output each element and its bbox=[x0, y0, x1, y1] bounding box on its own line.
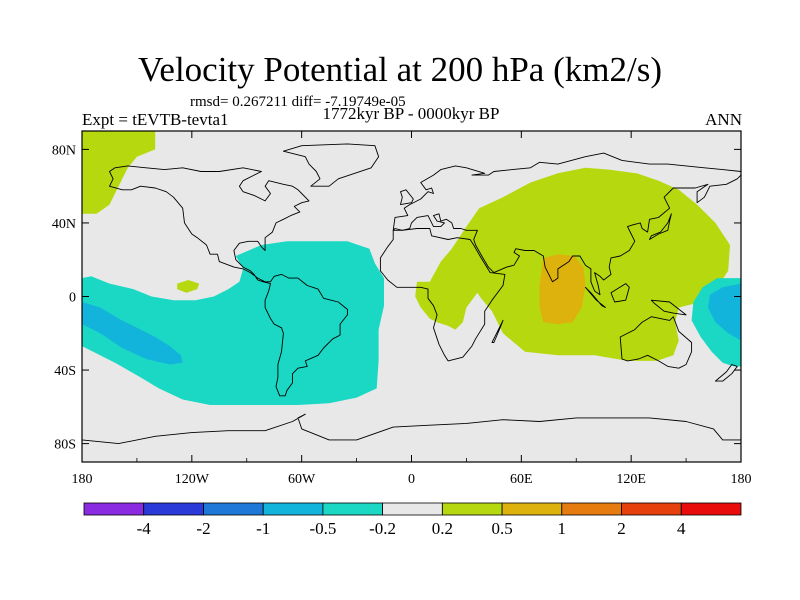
coastline-sumatra bbox=[584, 286, 606, 308]
region-southeast-pacific-core bbox=[82, 302, 183, 365]
coastline-australia bbox=[619, 316, 693, 369]
colorbar-label: -4 bbox=[137, 519, 152, 538]
coastline-britain bbox=[400, 189, 414, 206]
colorbar-segment bbox=[83, 502, 145, 516]
coastline-northern-eurasia bbox=[392, 152, 742, 231]
x-tick-label: 60E bbox=[510, 472, 533, 487]
colorbar-segment bbox=[322, 502, 383, 516]
y-tick-label: 40S bbox=[54, 364, 76, 379]
colorbar-label: 2 bbox=[617, 519, 626, 538]
y-tick-label: 0 bbox=[69, 291, 76, 306]
region-atlantic-south-america bbox=[82, 241, 384, 405]
region-central-north-pacific bbox=[177, 280, 200, 293]
region-western-pacific-core bbox=[708, 283, 741, 341]
coastline-new-zealand bbox=[714, 364, 738, 382]
x-tick-label: 180 bbox=[72, 472, 93, 487]
x-tick-label: 180 bbox=[731, 472, 752, 487]
y-axis: 80N 40N 0 40S 80S bbox=[52, 143, 741, 453]
x-tick-label: 120W bbox=[175, 472, 210, 487]
coastline-greenland bbox=[282, 143, 380, 187]
colorbar-label: 0.2 bbox=[432, 519, 453, 538]
colorbar-label: -1 bbox=[256, 519, 270, 538]
colorbar-segment bbox=[680, 502, 742, 516]
coastline-madagascar bbox=[491, 319, 504, 343]
contour-fills bbox=[82, 131, 741, 405]
colorbar-segment bbox=[382, 502, 443, 516]
colorbar-segment bbox=[262, 502, 324, 516]
y-tick-label: 80N bbox=[52, 143, 76, 158]
chart-title: Velocity Potential at 200 hPa (km2/s) bbox=[138, 50, 662, 89]
experiment-label: Expt = tEVTB-tevta1 bbox=[82, 110, 229, 129]
colorbar-label: -0.2 bbox=[369, 519, 396, 538]
colorbar-segment bbox=[621, 502, 682, 516]
period-label: 1772kyr BP - 0000kyr BP bbox=[322, 104, 500, 123]
colorbar-segment bbox=[561, 502, 622, 516]
season-label: ANN bbox=[705, 110, 742, 129]
colorbar-segment bbox=[441, 502, 503, 516]
stats-line: rmsd= 0.267211 diff= -7.19749e-05 bbox=[190, 94, 406, 110]
region-indian-ocean-core bbox=[539, 254, 586, 325]
y-tick-label: 40N bbox=[52, 217, 76, 232]
colorbar-label: 1 bbox=[558, 519, 567, 538]
coastline-antarctica bbox=[81, 413, 741, 445]
colorbar-label: -2 bbox=[196, 519, 210, 538]
x-tick-label: 120E bbox=[616, 472, 646, 487]
x-tick-label: 60W bbox=[288, 472, 316, 487]
colorbar-segment bbox=[143, 502, 204, 516]
colorbar-label: 0.5 bbox=[491, 519, 512, 538]
coastline-borneo bbox=[610, 283, 630, 303]
coastline-japan bbox=[649, 213, 672, 240]
colorbar-label: 4 bbox=[677, 519, 686, 538]
coastline-americas bbox=[109, 165, 348, 397]
coastline-new-guinea bbox=[650, 299, 687, 316]
coastlines bbox=[81, 143, 742, 445]
colorbar-segment bbox=[501, 502, 563, 516]
y-tick-label: 80S bbox=[54, 438, 76, 453]
coastline-southern-eurasia bbox=[392, 174, 742, 296]
colorbar: -4 -2 -1 -0.5 -0.2 0.2 0.5 1 2 4 bbox=[83, 502, 742, 538]
colorbar-label: -0.5 bbox=[309, 519, 336, 538]
x-tick-label: 0 bbox=[408, 472, 415, 487]
region-north-pacific-alaska bbox=[82, 131, 156, 214]
coastline-africa bbox=[379, 228, 506, 362]
x-axis: 180 120W 60W 0 60E 120E 180 bbox=[72, 131, 752, 487]
colorbar-segment bbox=[203, 502, 264, 516]
